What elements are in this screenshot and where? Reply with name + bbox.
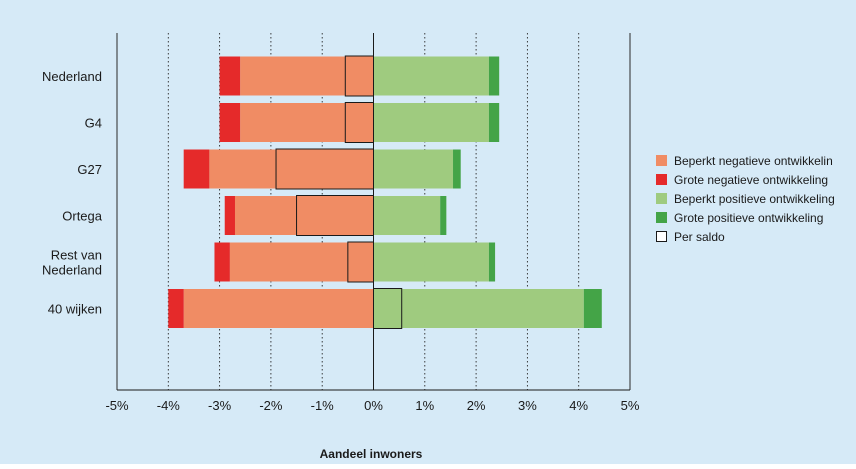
bar-beperkt-negatief [183,289,374,328]
category-label: Nederland [42,69,102,84]
bar-beperkt-positief [373,242,489,282]
bar-grote-positief [440,196,447,235]
legend: Beperkt negatieve ontwikkelin Grote negat… [656,154,835,244]
x-tick-label: 5% [621,398,640,413]
axes [117,33,630,391]
x-tick-label: 4% [569,398,588,413]
per-saldo-boxes [275,55,403,329]
bar-beperkt-negatief [240,56,374,96]
bar-beperkt-positief [373,103,489,142]
bar-grote-negatief [183,149,210,189]
category-label: Ortega [62,209,103,224]
bar-grote-positief [583,289,602,328]
legend-label: Grote negatieve ontwikkeling [674,173,828,187]
bar-beperkt-negatief [240,103,374,142]
x-tick-label: -1% [311,398,335,413]
legend-label: Beperkt negatieve ontwikkelin [674,154,833,168]
bar-beperkt-negatief [234,196,374,235]
x-tick-label: 1% [415,398,434,413]
category-label: Nederland [42,263,102,278]
bar-grote-negatief [219,103,241,142]
bar-beperkt-positief [373,196,441,235]
legend-label: Grote positieve ontwikkeling [674,211,823,225]
x-tick-label: 3% [518,398,537,413]
x-tick-label: 2% [467,398,486,413]
legend-label: Beperkt positieve ontwikkeling [674,192,835,206]
category-label: G27 [77,162,102,177]
x-tick-labels: -5% -4% -3% -2% -1% 0% 1% 2% 3% 4% 5% [105,398,639,413]
legend-swatch [656,193,667,204]
bar-beperkt-negatief [209,149,374,189]
bar-beperkt-negatief [229,242,374,282]
category-label: Rest van [51,248,102,263]
legend-swatch [656,231,667,242]
bar-grote-positief [488,103,500,142]
legend-swatch [656,174,667,185]
bar-grote-positief [453,149,461,189]
bar-beperkt-positief [373,289,584,328]
bars [168,56,602,328]
x-tick-label: -5% [105,398,129,413]
bar-grote-negatief [224,196,235,235]
x-tick-label: 0% [364,398,383,413]
x-axis-label: Aandeel inwoners [320,447,423,461]
x-tick-label: -2% [259,398,283,413]
legend-swatch [656,212,667,223]
bar-grote-negatief [168,289,184,328]
bar-beperkt-positief [373,56,489,96]
category-label: 40 wijken [48,302,102,317]
gridlines [116,33,631,390]
legend-label: Per saldo [674,230,725,244]
bar-beperkt-positief [373,149,454,189]
category-label: G4 [85,116,102,131]
x-tick-label: -4% [157,398,181,413]
legend-swatch [656,155,667,166]
x-tick-label: -3% [208,398,232,413]
bar-grote-negatief [214,242,230,282]
bar-grote-positief [488,56,500,96]
bar-grote-negatief [219,56,241,96]
bar-grote-positief [488,242,496,282]
